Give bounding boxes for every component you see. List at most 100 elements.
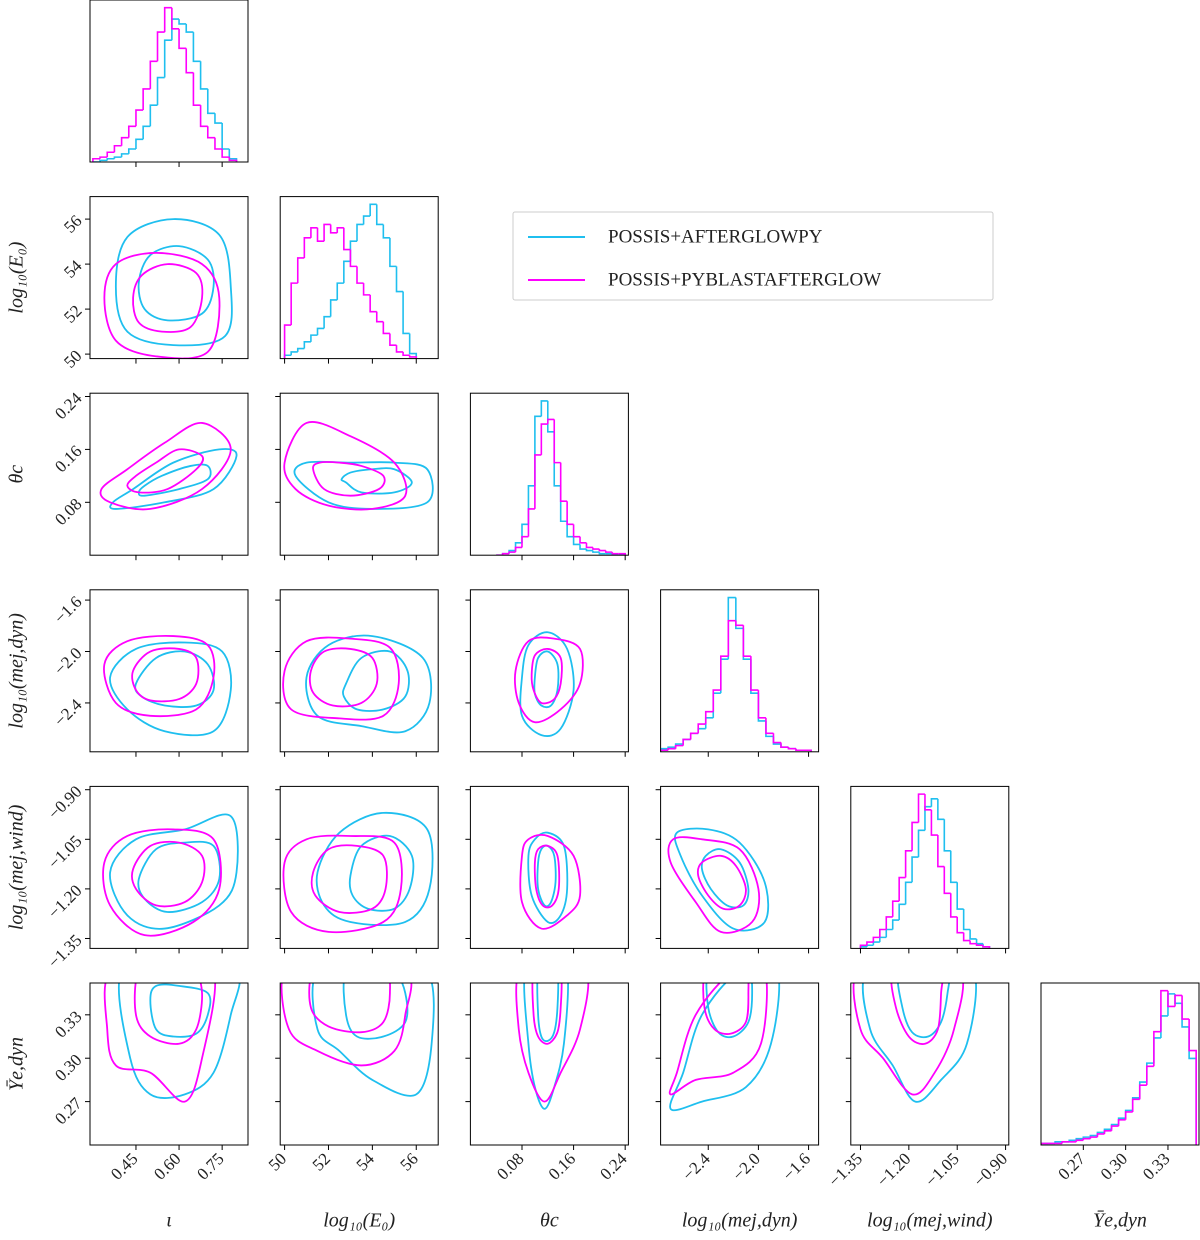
histogram-step	[1174, 994, 1183, 1007]
histogram-step	[975, 943, 984, 947]
histogram-step	[956, 916, 964, 934]
histogram-step	[757, 690, 766, 719]
histogram-step	[879, 928, 887, 938]
x-tick-label: 54	[353, 1149, 379, 1175]
histogram-step	[592, 547, 600, 550]
panel-frame	[660, 982, 820, 1146]
contour	[852, 983, 965, 1096]
contour	[109, 813, 239, 930]
histogram-step	[982, 945, 991, 949]
contour	[282, 636, 400, 721]
histogram-step	[859, 944, 867, 949]
y-tick-label: −1.35	[44, 931, 85, 972]
histogram-step	[585, 542, 593, 549]
histogram-step	[1103, 1130, 1112, 1134]
histogram-step	[369, 203, 377, 217]
histogram-step	[689, 732, 699, 740]
contour	[668, 983, 768, 1096]
histogram-step	[290, 351, 298, 356]
contour	[705, 983, 754, 1039]
contour	[342, 983, 409, 1040]
histogram-step	[382, 321, 390, 335]
histogram-step	[508, 551, 516, 554]
histogram-step	[402, 351, 410, 357]
histogram-step	[885, 928, 893, 938]
contour	[348, 834, 415, 912]
y-axis-label: log₁₀(mej,dyn)	[6, 613, 28, 729]
histogram-step	[1096, 1133, 1105, 1138]
histogram-step	[408, 355, 418, 359]
x-axis-label: log₁₀(mej,dyn)	[682, 1210, 798, 1232]
x-tick-label: −1.6	[779, 1149, 814, 1184]
x-tick-label: 0.27	[1054, 1149, 1089, 1184]
x-tick-label: 50	[265, 1149, 290, 1174]
histogram-step	[171, 18, 180, 41]
contour	[667, 836, 761, 934]
histogram-step	[572, 536, 581, 546]
histogram-step	[598, 552, 606, 555]
histogram-step	[559, 462, 568, 502]
contour	[311, 983, 435, 1097]
panel-frame	[279, 392, 439, 556]
panel-frame	[89, 589, 249, 753]
panel	[514, 631, 584, 737]
panels: 505254560.080.160.24−2.4−2.0−1.6−1.35−1.…	[44, 0, 1200, 1190]
histogram-step	[579, 544, 587, 550]
histogram-step	[750, 659, 759, 694]
x-tick-label: −0.90	[970, 1149, 1011, 1190]
y-tick-label: 0.08	[51, 494, 85, 528]
panel	[515, 983, 590, 1110]
histogram-step	[329, 224, 338, 234]
histogram-step	[192, 32, 201, 63]
panel	[280, 983, 435, 1097]
x-axis-label: log₁₀(E₀)	[323, 1210, 395, 1232]
histogram-step	[163, 39, 172, 78]
histogram-step	[389, 333, 397, 346]
panel-frame	[89, 982, 249, 1146]
contour	[536, 844, 557, 908]
panel	[667, 827, 770, 934]
histogram-step	[296, 257, 305, 284]
histogram-step	[866, 944, 874, 947]
histogram-step	[375, 311, 384, 323]
histogram-step	[323, 315, 331, 329]
y-tick-label: −2.0	[50, 644, 85, 679]
panel	[859, 793, 991, 949]
histogram-step	[872, 941, 880, 946]
panel-frame	[279, 196, 439, 360]
x-axis-label: Ȳe,dyn	[1093, 1210, 1147, 1232]
histogram-step	[772, 733, 781, 744]
histogram-step	[1110, 1125, 1119, 1131]
histogram-step	[120, 136, 129, 146]
histogram-step	[290, 282, 298, 326]
histogram-step	[113, 144, 122, 153]
histogram-step	[395, 345, 404, 353]
histogram-step	[1188, 1026, 1197, 1145]
y-tick-label: 0.27	[51, 1093, 86, 1128]
histogram-step	[787, 747, 797, 750]
y-axis-label: log₁₀(mej,wind)	[6, 804, 28, 930]
contour	[315, 811, 434, 926]
histogram-step	[329, 299, 338, 317]
contour	[312, 461, 386, 497]
histogram-step	[911, 821, 919, 851]
histogram-step	[757, 693, 766, 722]
histogram-step	[534, 454, 542, 509]
histogram-step	[349, 249, 358, 268]
contour	[149, 983, 212, 1038]
histogram-step	[527, 484, 535, 525]
contour	[527, 831, 569, 924]
legend-box	[512, 211, 994, 301]
histogram-step	[1138, 1084, 1147, 1100]
contour	[132, 263, 204, 333]
histogram-step	[704, 717, 714, 729]
contour	[137, 463, 212, 497]
panel	[668, 983, 781, 1112]
x-tick-label: 0.24	[596, 1149, 631, 1184]
contour	[293, 460, 434, 510]
histogram-step	[185, 48, 194, 74]
histogram-step	[127, 148, 136, 154]
histogram-step	[917, 793, 925, 823]
histogram-step	[303, 237, 311, 258]
contour	[308, 983, 391, 1034]
